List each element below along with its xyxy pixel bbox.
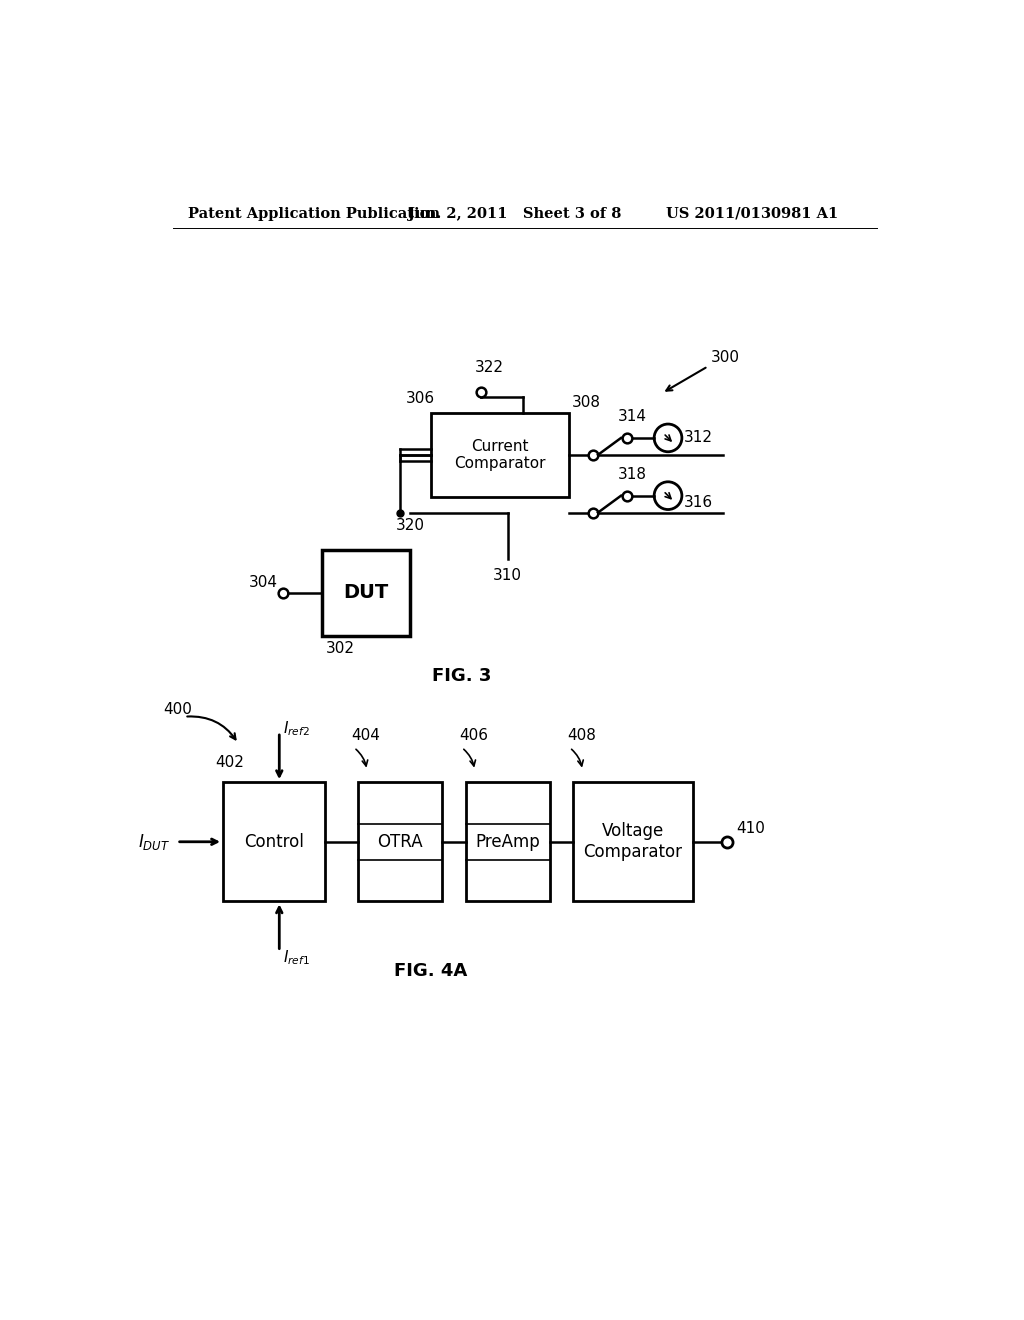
Text: 406: 406 — [460, 727, 488, 743]
Text: Jun. 2, 2011   Sheet 3 of 8: Jun. 2, 2011 Sheet 3 of 8 — [408, 207, 622, 220]
Text: $I_{DUT}$: $I_{DUT}$ — [138, 832, 171, 851]
Bar — [431, 412, 569, 498]
Text: 302: 302 — [326, 640, 354, 656]
Text: OTRA: OTRA — [377, 833, 423, 851]
Text: 322: 322 — [475, 359, 504, 375]
Text: FIG. 4A: FIG. 4A — [394, 962, 468, 979]
Bar — [223, 781, 326, 902]
Text: $I_{ref2}$: $I_{ref2}$ — [283, 719, 310, 738]
Text: Patent Application Publication: Patent Application Publication — [188, 207, 440, 220]
Text: 400: 400 — [163, 702, 191, 717]
Text: 308: 308 — [571, 395, 601, 411]
Bar — [466, 781, 550, 902]
Text: 410: 410 — [736, 821, 765, 836]
Text: PreAmp: PreAmp — [475, 833, 541, 851]
Text: DUT: DUT — [343, 583, 388, 602]
Bar — [573, 781, 692, 902]
Text: 404: 404 — [351, 727, 381, 743]
Text: 312: 312 — [684, 430, 713, 445]
Bar — [322, 549, 410, 636]
Text: 408: 408 — [567, 727, 596, 743]
Text: 402: 402 — [215, 755, 244, 770]
Text: 304: 304 — [249, 574, 278, 590]
Text: 306: 306 — [407, 391, 435, 407]
Bar — [357, 781, 442, 902]
Text: FIG. 3: FIG. 3 — [432, 667, 492, 685]
Text: 314: 314 — [617, 409, 647, 424]
Text: 310: 310 — [493, 569, 521, 583]
Text: Voltage
Comparator: Voltage Comparator — [584, 822, 682, 861]
Text: $I_{ref1}$: $I_{ref1}$ — [283, 948, 310, 968]
Text: Control: Control — [245, 833, 304, 851]
Text: 316: 316 — [684, 495, 714, 511]
Text: 320: 320 — [396, 517, 425, 532]
Text: 318: 318 — [617, 467, 647, 482]
Text: Current
Comparator: Current Comparator — [455, 438, 546, 471]
Text: 300: 300 — [711, 350, 740, 366]
Text: US 2011/0130981 A1: US 2011/0130981 A1 — [666, 207, 838, 220]
